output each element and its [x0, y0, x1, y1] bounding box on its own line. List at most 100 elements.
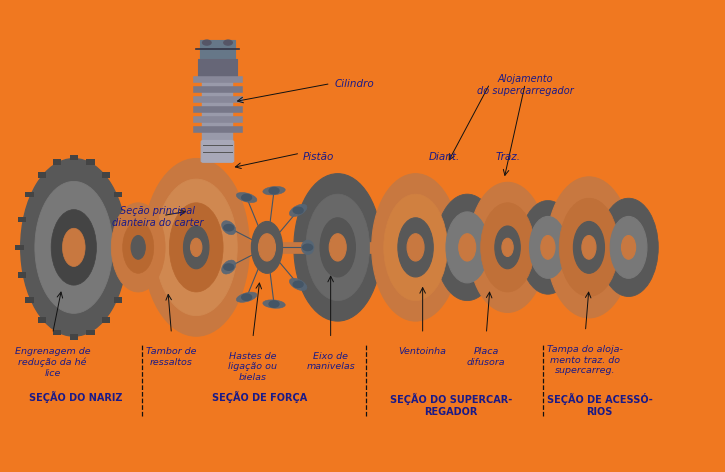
Text: SEÇÃO DE FORÇA: SEÇÃO DE FORÇA: [212, 391, 307, 403]
Ellipse shape: [294, 174, 381, 321]
Text: SEÇÃO DO SUPERCAR-
REGADOR: SEÇÃO DO SUPERCAR- REGADOR: [390, 393, 512, 417]
Ellipse shape: [502, 238, 513, 256]
Ellipse shape: [520, 201, 576, 294]
Ellipse shape: [529, 217, 566, 278]
Bar: [194, 86, 241, 92]
Ellipse shape: [51, 210, 96, 285]
Ellipse shape: [573, 221, 605, 273]
Text: Seção principal
dianteira do carter: Seção principal dianteira do carter: [112, 206, 203, 228]
Ellipse shape: [191, 238, 202, 256]
Circle shape: [223, 40, 233, 46]
Text: SEÇÃO DE ACESSÓ-
RIOS: SEÇÃO DE ACESSÓ- RIOS: [547, 393, 652, 417]
Circle shape: [293, 281, 303, 287]
Bar: [121, 217, 130, 222]
Ellipse shape: [131, 236, 145, 259]
Ellipse shape: [112, 203, 165, 292]
Text: Pistão: Pistão: [302, 152, 334, 162]
Bar: [102, 317, 110, 323]
Bar: [25, 192, 34, 197]
Ellipse shape: [183, 226, 209, 269]
Ellipse shape: [252, 221, 283, 273]
Ellipse shape: [407, 234, 424, 261]
Ellipse shape: [446, 212, 489, 283]
Ellipse shape: [263, 300, 285, 308]
Circle shape: [224, 264, 233, 270]
Ellipse shape: [468, 182, 547, 312]
Ellipse shape: [372, 174, 460, 321]
Ellipse shape: [481, 203, 534, 292]
Ellipse shape: [35, 181, 112, 313]
Ellipse shape: [263, 186, 285, 195]
Bar: [25, 297, 34, 303]
Ellipse shape: [170, 203, 223, 292]
Bar: [53, 160, 61, 165]
Bar: [124, 244, 133, 250]
Ellipse shape: [559, 198, 618, 296]
Text: Cilindro: Cilindro: [334, 79, 374, 89]
Bar: [17, 272, 26, 278]
Circle shape: [293, 207, 303, 213]
Ellipse shape: [436, 194, 499, 301]
Ellipse shape: [621, 236, 636, 259]
Bar: [90, 242, 624, 253]
Ellipse shape: [547, 177, 631, 318]
Ellipse shape: [398, 218, 434, 277]
Ellipse shape: [222, 221, 236, 235]
Text: Placa
difusora: Placa difusora: [467, 347, 505, 367]
Circle shape: [224, 225, 233, 231]
Ellipse shape: [582, 236, 596, 259]
Ellipse shape: [302, 240, 314, 255]
Circle shape: [202, 40, 212, 46]
Bar: [38, 317, 46, 323]
Bar: [194, 76, 241, 82]
Circle shape: [269, 301, 279, 307]
Text: SEÇÃO DO NARIZ: SEÇÃO DO NARIZ: [29, 391, 123, 403]
Text: Hastes de
ligação ou
bielas: Hastes de ligação ou bielas: [228, 352, 278, 382]
Ellipse shape: [384, 194, 447, 301]
Bar: [194, 106, 241, 112]
Text: Tampa do aloja-
mento traz. do
supercarreg.: Tampa do aloja- mento traz. do supercarr…: [547, 345, 624, 375]
Ellipse shape: [306, 194, 370, 301]
Bar: [114, 297, 122, 303]
Bar: [202, 76, 233, 140]
Text: Traz.: Traz.: [495, 152, 520, 162]
Bar: [194, 126, 241, 132]
Bar: [194, 116, 241, 122]
Ellipse shape: [155, 179, 237, 316]
Bar: [194, 96, 241, 102]
Bar: [114, 192, 122, 197]
Ellipse shape: [329, 234, 347, 261]
Text: Ventoinha: Ventoinha: [399, 347, 447, 356]
Ellipse shape: [259, 234, 276, 261]
Bar: [121, 272, 130, 278]
Ellipse shape: [21, 159, 127, 336]
Bar: [38, 172, 46, 177]
Ellipse shape: [143, 159, 249, 336]
Ellipse shape: [495, 226, 521, 269]
Ellipse shape: [541, 236, 555, 259]
Circle shape: [303, 244, 312, 251]
Bar: [102, 172, 110, 177]
Bar: [200, 40, 235, 59]
Text: Engrenagem de
redução da hé
lice: Engrenagem de redução da hé lice: [14, 347, 91, 378]
Bar: [86, 160, 95, 165]
Text: Tambor de
ressaltos: Tambor de ressaltos: [146, 347, 196, 367]
Ellipse shape: [236, 292, 257, 302]
Text: Alojamento
do supercarregador: Alojamento do supercarregador: [477, 75, 573, 96]
Ellipse shape: [236, 193, 257, 202]
Text: Diant.: Diant.: [428, 152, 460, 162]
Circle shape: [269, 187, 279, 194]
Ellipse shape: [123, 221, 154, 273]
Ellipse shape: [289, 278, 307, 291]
Ellipse shape: [320, 218, 355, 277]
Ellipse shape: [289, 204, 307, 217]
FancyBboxPatch shape: [201, 141, 233, 162]
Ellipse shape: [610, 217, 647, 278]
Circle shape: [241, 294, 252, 300]
Ellipse shape: [222, 260, 236, 274]
Bar: [15, 244, 23, 250]
Text: Eixo de
manivelas: Eixo de manivelas: [306, 352, 355, 371]
Circle shape: [241, 194, 252, 201]
Ellipse shape: [62, 228, 85, 267]
Bar: [70, 334, 78, 340]
